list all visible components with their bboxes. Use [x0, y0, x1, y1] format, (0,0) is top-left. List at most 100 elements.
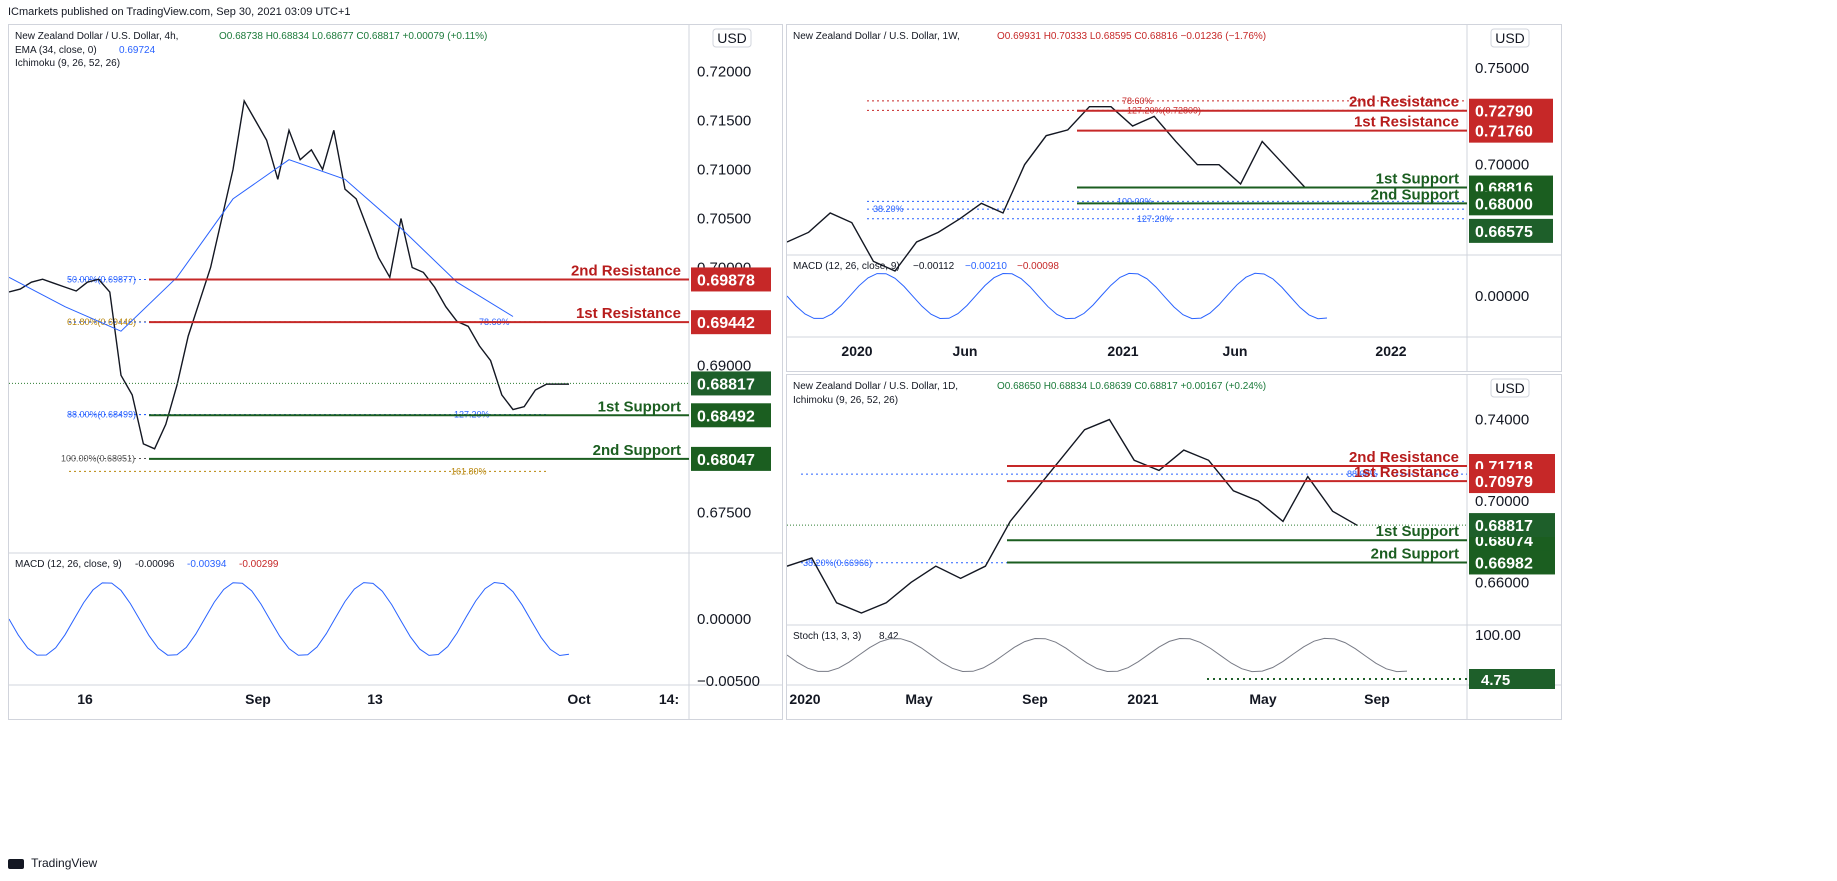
indicator-label: Ichimoku (9, 26, 52, 26)	[15, 58, 120, 69]
y-tick-label: 0.69000	[697, 358, 751, 375]
ohlc-readout: O0.68650 H0.68834 L0.68639 C0.68817 +0.0…	[997, 381, 1266, 392]
level-label: 2nd Support	[1371, 545, 1459, 562]
x-tick-label: 2022	[1375, 343, 1406, 359]
series-line-price	[787, 105, 1306, 272]
fib-label: 78.60%	[1122, 96, 1153, 106]
chart-title: New Zealand Dollar / U.S. Dollar, 1W,	[793, 31, 960, 42]
x-tick-label: Sep	[245, 691, 271, 707]
level-label: 1st Support	[1376, 171, 1459, 188]
y-tick-label: 0.70000	[1475, 157, 1529, 174]
ohlc-readout: O0.68738 H0.68834 L0.68677 C0.68817 +0.0…	[219, 31, 487, 42]
chart-1w-svg[interactable]: New Zealand Dollar / U.S. Dollar, 1W, O0.…	[787, 25, 1561, 371]
sub-y-tick-label: 0.00000	[1475, 288, 1529, 305]
x-tick-label: May	[1249, 691, 1276, 707]
level-price-tag	[691, 403, 771, 428]
level-label: 1st Resistance	[1354, 464, 1459, 481]
x-tick-label: 14:	[659, 691, 679, 707]
chart-title: New Zealand Dollar / U.S. Dollar, 4h,	[15, 31, 178, 42]
support-price-tag	[1469, 218, 1553, 243]
publisher-header: ICmarkets published on TradingView.com, …	[8, 6, 351, 18]
currency-label: USD	[717, 30, 747, 46]
support-price-value: 0.66575	[1475, 224, 1533, 241]
level-price-tag	[1469, 118, 1553, 143]
macd-value-1: -0.00096	[135, 559, 175, 570]
chart-panel-4h[interactable]: New Zealand Dollar / U.S. Dollar, 4h, O0.…	[8, 24, 783, 720]
series-line-ema	[9, 159, 514, 332]
sub-y-tick-label: 100.00	[1475, 627, 1521, 644]
level-price-value: 0.69878	[697, 272, 755, 289]
level-price-value: 0.70979	[1475, 474, 1533, 491]
footer-brand: TradingView	[8, 856, 97, 870]
chart-4h-svg[interactable]: New Zealand Dollar / U.S. Dollar, 4h, O0.…	[9, 25, 782, 719]
fib-label: 127.20%	[1137, 214, 1173, 224]
stoch-price-tag	[1469, 669, 1555, 689]
fib-label: 50.00%(0.69877)	[67, 275, 136, 285]
sub-indicator-label: MACD (12, 26, close, 9)	[793, 261, 900, 272]
x-tick-label: Oct	[567, 691, 591, 707]
y-tick-label: 0.74000	[1475, 412, 1529, 429]
level-label: 1st Support	[598, 398, 681, 415]
level-label: 1st Support	[1376, 523, 1459, 540]
chart-1d-svg[interactable]: New Zealand Dollar / U.S. Dollar, 1D, O0.…	[787, 375, 1561, 719]
last-price-value: 0.68817	[697, 376, 755, 393]
currency-box	[1490, 378, 1530, 398]
chart-panel-1d[interactable]: New Zealand Dollar / U.S. Dollar, 1D, O0.…	[786, 374, 1562, 720]
currency-box	[712, 28, 752, 48]
y-tick-label: 0.75000	[1475, 60, 1529, 77]
level-price-value: 0.68074	[1475, 533, 1533, 550]
fib-label: 100.00%	[1117, 196, 1153, 206]
level-price-value: 0.68000	[1475, 196, 1533, 213]
macd-value-2: −0.00210	[965, 261, 1007, 272]
x-tick-label: 2021	[1127, 691, 1158, 707]
series-line-price	[9, 98, 569, 450]
oscillator-line	[787, 272, 1328, 320]
x-tick-label: Sep	[1022, 691, 1048, 707]
y-tick-label: 0.71500	[697, 113, 751, 130]
y-tick-label: 0.66000	[1475, 574, 1529, 591]
chart-panel-1w[interactable]: New Zealand Dollar / U.S. Dollar, 1W, O0.…	[786, 24, 1562, 372]
sub-y-tick-label: −0.00500	[697, 673, 760, 690]
x-tick-label: Sep	[1364, 691, 1390, 707]
ohlc-readout: O0.69931 H0.70333 L0.68595 C0.68816 −0.0…	[997, 31, 1266, 42]
oscillator-line	[9, 581, 570, 657]
level-price-value: 0.68047	[697, 452, 755, 469]
level-price-value: 0.71760	[1475, 124, 1533, 141]
level-label: 2nd Resistance	[1349, 94, 1459, 111]
last-price-tag	[691, 371, 771, 396]
x-tick-label: 13	[367, 691, 383, 707]
stoch-last-value: 4.75	[1481, 672, 1510, 689]
fib-label: 38.20%(0.66966)	[803, 558, 872, 568]
level-label: 2nd Support	[593, 442, 681, 459]
x-tick-label: May	[905, 691, 932, 707]
macd-value-3: −0.00098	[1017, 261, 1059, 272]
indicator-label: Ichimoku (9, 26, 52, 26)	[793, 395, 898, 406]
macd-value-1: −0.00112	[913, 261, 955, 272]
footer-label: TradingView	[31, 856, 98, 870]
oscillator-line	[787, 637, 1408, 673]
x-tick-label: Jun	[1223, 343, 1248, 359]
level-label: 1st Resistance	[576, 305, 681, 322]
level-price-tag	[691, 446, 771, 471]
currency-label: USD	[1495, 380, 1525, 396]
y-tick-label: 0.72000	[697, 64, 751, 81]
level-label: 1st Resistance	[1354, 114, 1459, 131]
tradingview-logo-icon	[8, 858, 24, 869]
fib-label: 100.00%(0.68051)	[61, 454, 135, 464]
level-price-value: 0.72790	[1475, 104, 1533, 121]
fib-label: 38.20%	[873, 204, 904, 214]
currency-label: USD	[1495, 30, 1525, 46]
x-tick-label: 2021	[1107, 343, 1138, 359]
macd-value-3: -0.00299	[239, 559, 279, 570]
level-price-value: 0.66982	[1475, 555, 1533, 572]
fib-label: 88.00%	[1347, 469, 1378, 479]
stoch-value: 8.42	[879, 631, 899, 642]
indicator-label: EMA (34, close, 0)	[15, 45, 97, 56]
level-price-tag	[1469, 550, 1555, 575]
level-price-tag	[691, 310, 771, 335]
sub-indicator-label: MACD (12, 26, close, 9)	[15, 559, 122, 570]
x-tick-label: 2020	[789, 691, 820, 707]
macd-value-2: -0.00394	[187, 559, 227, 570]
y-tick-label: 0.70500	[697, 211, 751, 228]
y-tick-label: 0.67500	[697, 505, 751, 522]
fib-label: 161.80%	[451, 466, 487, 476]
